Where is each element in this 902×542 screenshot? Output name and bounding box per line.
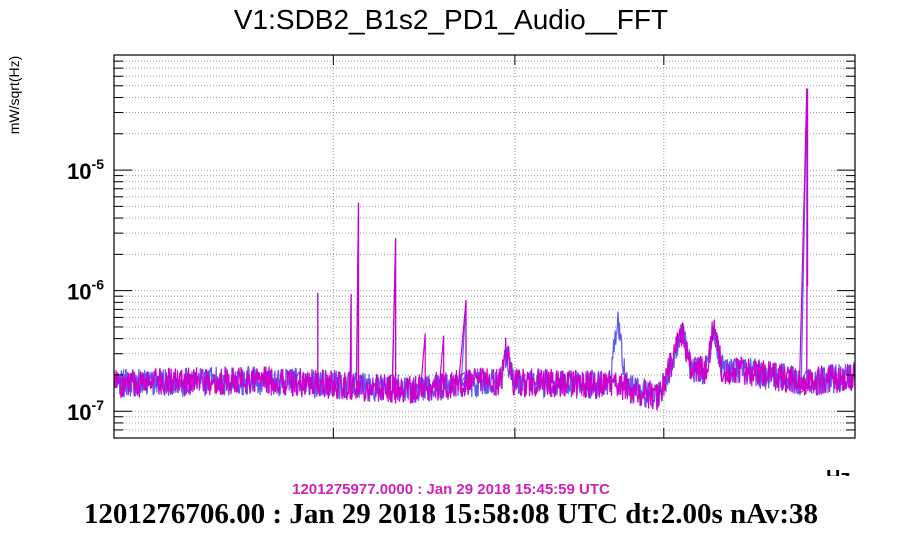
series-line-1 [113,88,856,411]
x-axis-label: Hz [826,466,850,476]
y-axis-label: mW/sqrt(Hz) [6,55,22,135]
axis-layer: 10-510-610-7 [67,54,856,439]
y-tick-label-base: 10 [67,159,91,184]
reference-timestamp: 1201275977.0000 : Jan 29 2018 15:45:59 U… [292,481,610,498]
plot-frame [113,54,856,439]
y-tick-label: 10-7 [67,397,104,425]
chart-title: V1:SDB2_B1s2_PD1_Audio__FFT [233,4,669,35]
y-tick-label-exponent: -7 [92,397,105,413]
y-tick-label-base: 10 [67,280,91,305]
grid-layer [114,54,855,439]
y-tick-label-base: 10 [67,400,91,425]
y-tick-label-exponent: -6 [92,277,105,293]
y-tick-label: 10-5 [67,156,104,184]
measurement-timestamp: 1201276706.00 : Jan 29 2018 15:58:08 UTC… [83,498,819,530]
series-layer [113,88,856,411]
y-tick-label-exponent: -5 [92,156,105,172]
y-tick-label: 10-6 [67,277,104,305]
